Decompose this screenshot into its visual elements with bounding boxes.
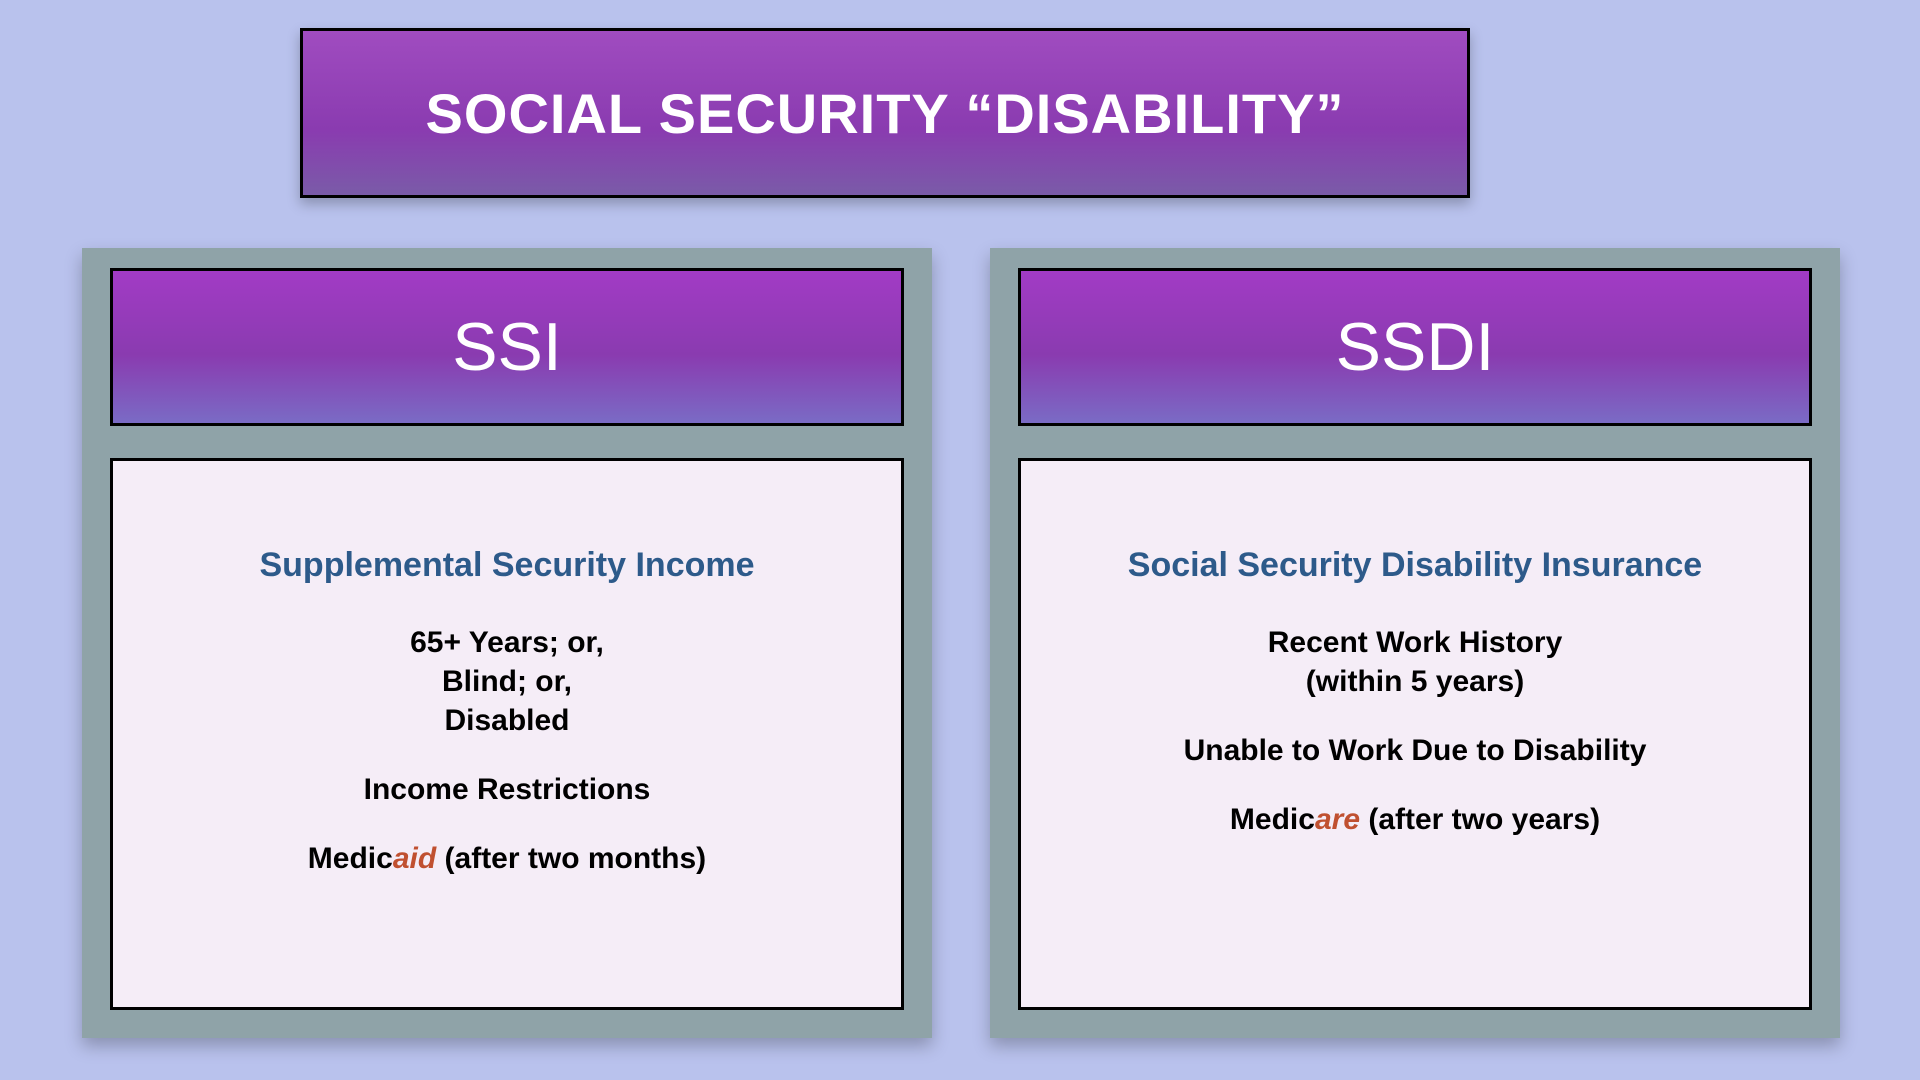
ssi-line-3: Disabled [113, 701, 901, 740]
ssi-line-4: Income Restrictions [113, 770, 901, 809]
ssdi-body: Social Security Disability Insurance Rec… [1018, 458, 1812, 1010]
ssi-med-prefix: Medic [308, 842, 393, 875]
ssi-line-1: 65+ Years; or, [113, 623, 901, 662]
ssdi-med-suffix: (after two years) [1360, 803, 1600, 836]
ssdi-header-text: SSDI [1336, 308, 1495, 386]
page-title: SOCIAL SECURITY “DISABILITY” [426, 81, 1345, 146]
ssi-header-text: SSI [452, 308, 562, 386]
title-banner: SOCIAL SECURITY “DISABILITY” [300, 28, 1470, 198]
ssdi-medicare-line: Medicare (after two years) [1021, 800, 1809, 839]
ssi-med-accent: aid [393, 842, 436, 875]
ssdi-subtitle: Social Security Disability Insurance [1021, 546, 1809, 585]
ssi-line-2: Blind; or, [113, 662, 901, 701]
ssi-header: SSI [110, 268, 904, 426]
ssi-body: Supplemental Security Income 65+ Years; … [110, 458, 904, 1010]
ssdi-med-prefix: Medic [1230, 803, 1315, 836]
ssdi-card: SSDI Social Security Disability Insuranc… [990, 248, 1840, 1038]
ssi-subtitle: Supplemental Security Income [113, 546, 901, 585]
ssi-card: SSI Supplemental Security Income 65+ Yea… [82, 248, 932, 1038]
ssdi-line-2: (within 5 years) [1021, 662, 1809, 701]
ssdi-header: SSDI [1018, 268, 1812, 426]
ssi-med-suffix: (after two months) [436, 842, 706, 875]
ssi-medicaid-line: Medicaid (after two months) [113, 839, 901, 878]
ssdi-line-1: Recent Work History [1021, 623, 1809, 662]
ssdi-med-accent: are [1315, 803, 1360, 836]
ssdi-line-3: Unable to Work Due to Disability [1021, 731, 1809, 770]
